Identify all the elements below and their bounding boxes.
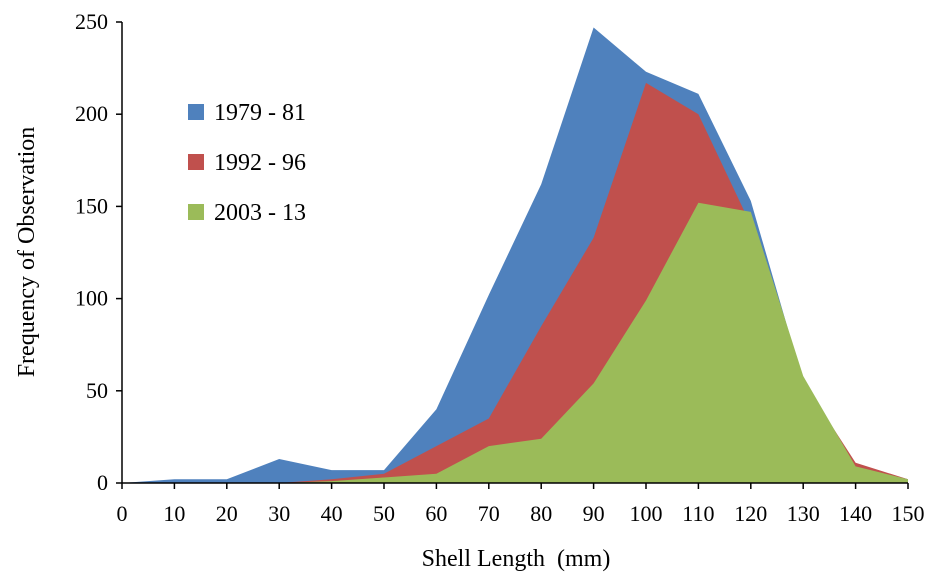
legend: 1979 - 81 1992 - 96 2003 - 13 [188,100,306,226]
x-tick-label: 150 [892,501,925,526]
axes [121,22,908,484]
legend-swatch-2 [188,154,204,170]
series-area-3 [122,202,908,483]
y-tick-label: 150 [75,193,108,218]
legend-label-3: 2003 - 13 [214,200,306,226]
series-areas [122,27,908,484]
x-tick-label: 110 [682,501,714,526]
x-axis-title: Shell Length (mm) [422,546,611,572]
x-tick-label: 100 [630,501,663,526]
y-tick-label: 100 [75,286,108,311]
x-tick-label: 90 [583,501,605,526]
y-axis-ticks: 0 50 100 150 200 250 [75,9,122,495]
y-tick-label: 250 [75,9,108,34]
x-tick-label: 50 [373,501,395,526]
legend-label-2: 1992 - 96 [214,150,306,176]
x-tick-label: 70 [478,501,500,526]
y-tick-label: 50 [86,378,108,403]
x-tick-label: 60 [425,501,447,526]
x-tick-label: 40 [321,501,343,526]
x-axis-ticks: 0 10 20 30 40 50 60 70 80 90 100 110 120 130 140 150 [117,483,925,526]
legend-swatch-3 [188,204,204,220]
y-axis-title: Frequency of Observation [14,127,40,378]
x-tick-label: 80 [530,501,552,526]
y-tick-label: 200 [75,101,108,126]
x-tick-label: 140 [839,501,872,526]
legend-label-1: 1979 - 81 [214,100,306,126]
x-tick-label: 0 [117,501,128,526]
x-tick-label: 20 [216,501,238,526]
y-tick-label: 0 [97,470,108,495]
x-tick-label: 130 [787,501,820,526]
x-tick-label: 10 [163,501,185,526]
legend-swatch-1 [188,104,204,120]
x-tick-label: 120 [734,501,767,526]
x-tick-label: 30 [268,501,290,526]
